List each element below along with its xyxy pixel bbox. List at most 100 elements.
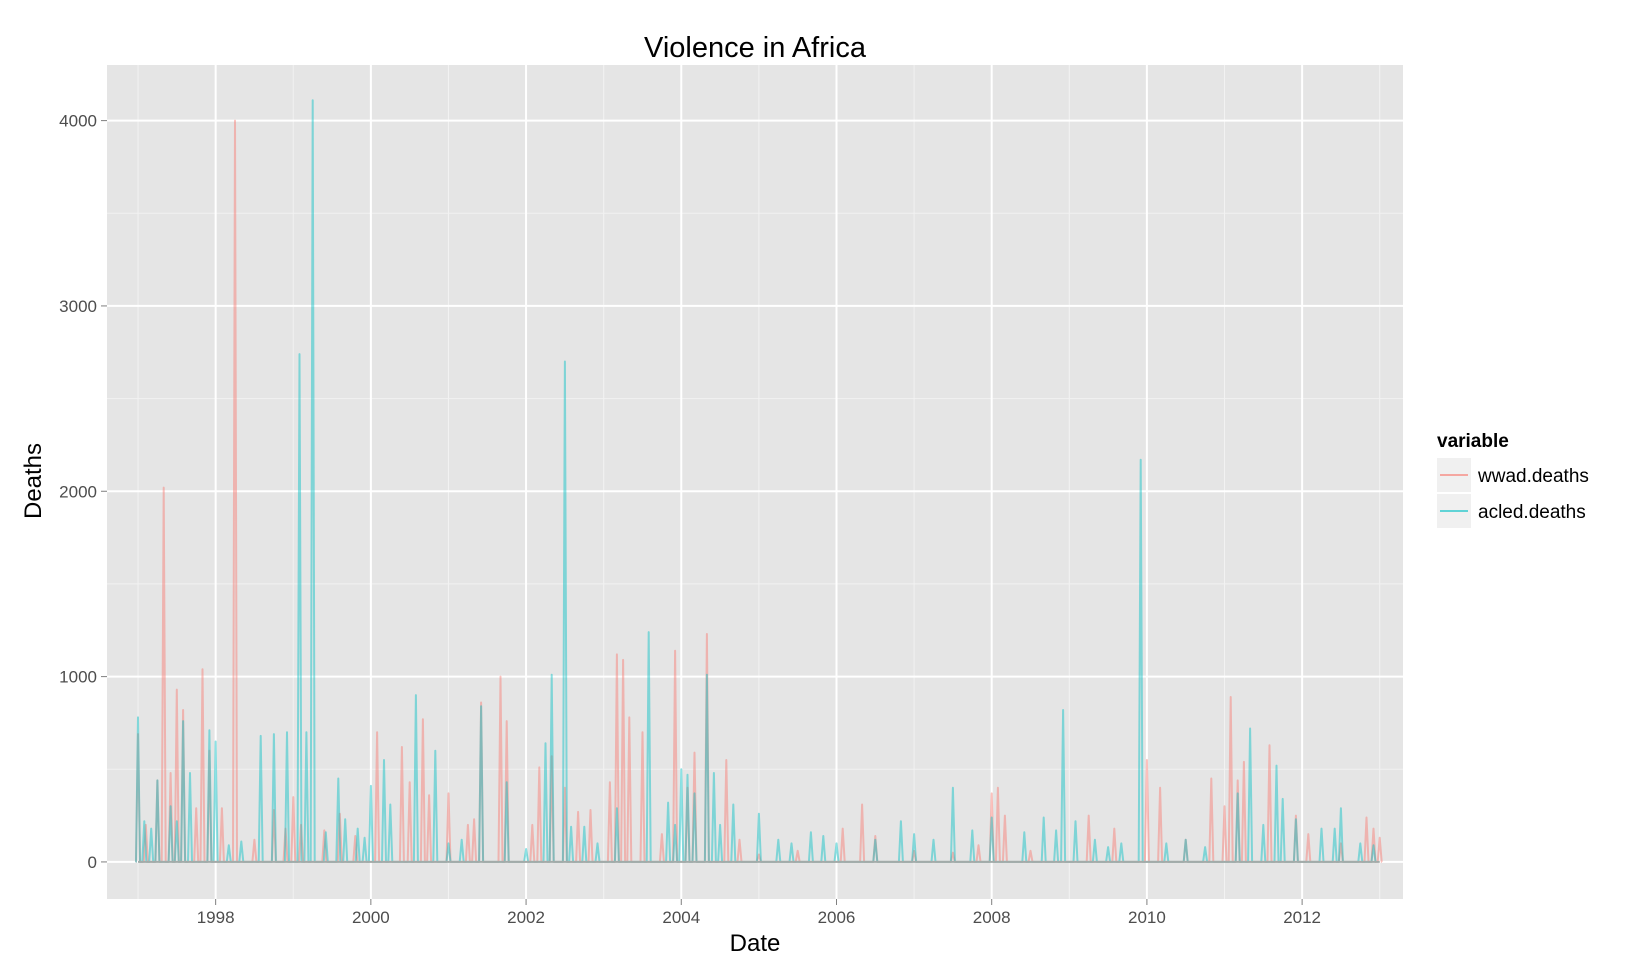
data-point-wwad.deaths xyxy=(995,785,1000,790)
data-point-wwad.deaths xyxy=(504,719,509,724)
data-point-wwad.deaths xyxy=(1144,758,1149,763)
data-point-wwad.deaths xyxy=(1209,776,1214,781)
data-point-acled.deaths xyxy=(569,824,574,829)
data-point-acled.deaths xyxy=(704,672,709,677)
data-point-wwad.deaths xyxy=(627,715,632,720)
data-point-acled.deaths xyxy=(136,715,141,720)
data-point-wwad.deaths xyxy=(1371,826,1376,831)
data-point-acled.deaths xyxy=(673,822,678,827)
data-point-acled.deaths xyxy=(931,837,936,842)
series-layer xyxy=(135,99,1383,863)
data-point-wwad.deaths xyxy=(420,717,425,722)
data-point-wwad.deaths xyxy=(427,793,432,798)
data-point-acled.deaths xyxy=(1119,841,1124,846)
data-point-acled.deaths xyxy=(789,841,794,846)
data-point-wwad.deaths xyxy=(1222,804,1227,809)
legend: variable wwad.deaths acled.deaths xyxy=(1437,431,1589,528)
y-tick-label: 3000 xyxy=(59,297,97,316)
data-point-acled.deaths xyxy=(582,824,587,829)
data-point-wwad.deaths xyxy=(621,657,626,662)
y-tick-label: 4000 xyxy=(59,112,97,131)
data-point-acled.deaths xyxy=(756,811,761,816)
data-point-wwad.deaths xyxy=(989,791,994,796)
data-point-acled.deaths xyxy=(562,359,567,364)
data-point-acled.deaths xyxy=(1332,826,1337,831)
data-point-acled.deaths xyxy=(355,826,360,831)
data-point-acled.deaths xyxy=(207,728,212,733)
data-point-acled.deaths xyxy=(970,828,975,833)
x-tick-label: 2004 xyxy=(662,908,700,927)
data-point-acled.deaths xyxy=(446,841,451,846)
data-point-acled.deaths xyxy=(776,837,781,842)
data-point-acled.deaths xyxy=(1280,796,1285,801)
data-point-acled.deaths xyxy=(1061,707,1066,712)
data-point-acled.deaths xyxy=(1106,845,1111,850)
data-point-wwad.deaths xyxy=(692,750,697,755)
data-point-wwad.deaths xyxy=(1112,826,1117,831)
data-point-wwad.deaths xyxy=(840,826,845,831)
data-point-acled.deaths xyxy=(239,839,244,844)
data-point-acled.deaths xyxy=(304,730,309,735)
data-point-wwad.deaths xyxy=(1086,813,1091,818)
data-point-wwad.deaths xyxy=(465,822,470,827)
data-point-acled.deaths xyxy=(524,846,529,851)
data-point-acled.deaths xyxy=(1073,819,1078,824)
data-point-wwad.deaths xyxy=(407,780,412,785)
data-point-acled.deaths xyxy=(549,672,554,677)
data-point-wwad.deaths xyxy=(1235,778,1240,783)
data-point-acled.deaths xyxy=(226,843,231,848)
data-point-acled.deaths xyxy=(1319,826,1324,831)
x-axis-title: Date xyxy=(730,930,781,957)
data-point-acled.deaths xyxy=(1235,791,1240,796)
data-point-wwad.deaths xyxy=(860,802,865,807)
x-tick-label: 2012 xyxy=(1283,908,1321,927)
legend-label-acled: acled.deaths xyxy=(1478,502,1586,523)
y-axis-title: Deaths xyxy=(20,443,47,519)
x-tick-label: 1998 xyxy=(197,908,235,927)
x-tick-label: 2002 xyxy=(507,908,545,927)
data-point-acled.deaths xyxy=(1261,822,1266,827)
data-point-wwad.deaths xyxy=(1377,835,1382,840)
data-point-wwad.deaths xyxy=(1002,813,1007,818)
data-point-wwad.deaths xyxy=(976,843,981,848)
data-point-acled.deaths xyxy=(213,739,218,744)
data-point-acled.deaths xyxy=(679,767,684,772)
data-point-acled.deaths xyxy=(718,822,723,827)
legend-item-acled[interactable]: acled.deaths xyxy=(1437,494,1586,528)
legend-title: variable xyxy=(1437,431,1509,452)
legend-label-wwad: wwad.deaths xyxy=(1477,466,1589,487)
plot-panel xyxy=(107,65,1403,899)
data-point-wwad.deaths xyxy=(219,806,224,811)
data-point-wwad.deaths xyxy=(588,808,593,813)
data-point-wwad.deaths xyxy=(1241,759,1246,764)
data-point-wwad.deaths xyxy=(399,745,404,750)
data-point-acled.deaths xyxy=(646,630,651,635)
data-point-acled.deaths xyxy=(1164,841,1169,846)
data-point-acled.deaths xyxy=(614,806,619,811)
data-point-wwad.deaths xyxy=(724,758,729,763)
data-point-wwad.deaths xyxy=(1306,832,1311,837)
data-point-wwad.deaths xyxy=(446,791,451,796)
x-tick-label: 2010 xyxy=(1128,908,1166,927)
data-point-acled.deaths xyxy=(155,778,160,783)
data-point-acled.deaths xyxy=(1183,837,1188,842)
data-point-wwad.deaths xyxy=(640,730,645,735)
data-point-wwad.deaths xyxy=(168,770,173,775)
legend-item-wwad[interactable]: wwad.deaths xyxy=(1437,458,1589,492)
data-point-wwad.deaths xyxy=(530,822,535,827)
data-point-wwad.deaths xyxy=(704,631,709,636)
data-point-acled.deaths xyxy=(188,770,193,775)
data-point-acled.deaths xyxy=(1041,815,1046,820)
data-point-wwad.deaths xyxy=(659,832,664,837)
data-point-acled.deaths xyxy=(1138,457,1143,462)
x-tick-label: 2000 xyxy=(352,908,390,927)
grid-minor xyxy=(107,65,1403,899)
data-point-acled.deaths xyxy=(168,804,173,809)
data-point-acled.deaths xyxy=(343,817,348,822)
data-point-acled.deaths xyxy=(149,826,154,831)
data-point-acled.deaths xyxy=(258,733,263,738)
data-point-acled.deaths xyxy=(1371,843,1376,848)
x-tick-label: 2006 xyxy=(818,908,856,927)
data-point-wwad.deaths xyxy=(291,795,296,800)
